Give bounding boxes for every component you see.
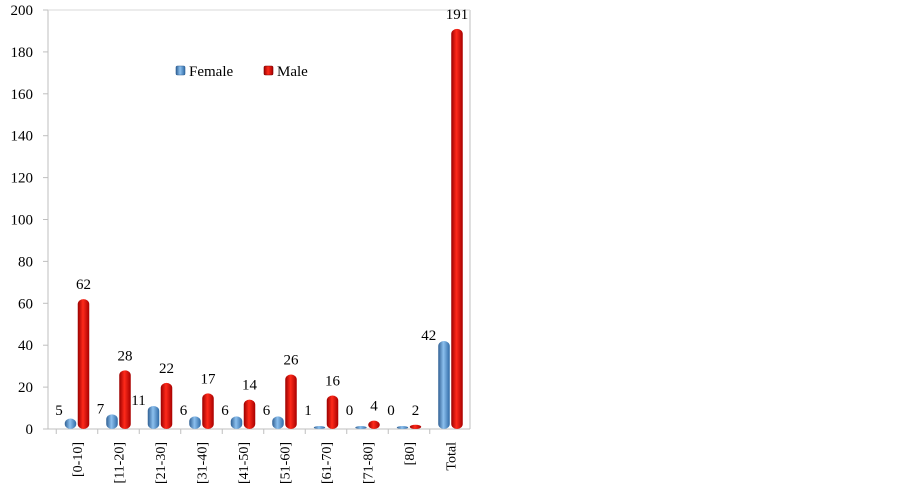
y-tick-label: 100 — [11, 213, 34, 229]
bar-female — [106, 414, 118, 429]
data-label-male: 17 — [201, 371, 217, 387]
bar-male — [409, 424, 422, 429]
bar-male — [160, 382, 173, 429]
y-tick-label: 60 — [18, 296, 33, 312]
data-label-female: 42 — [421, 328, 436, 344]
data-label-female: 6 — [221, 403, 229, 419]
data-label-female: 6 — [180, 403, 188, 419]
bar-male — [243, 399, 256, 429]
bar-female — [272, 416, 284, 429]
x-tick-label: [0-10] — [71, 442, 86, 477]
bar-female — [438, 341, 450, 429]
bars — [64, 28, 463, 429]
data-label-female: 1 — [304, 403, 312, 419]
bar-female — [147, 405, 160, 429]
y-tick-label: 20 — [18, 380, 33, 396]
data-label-male: 26 — [284, 353, 300, 369]
bar-female — [355, 426, 367, 429]
data-label-male: 2 — [412, 403, 420, 419]
data-label-male: 28 — [118, 348, 133, 364]
y-tick-label: 180 — [11, 45, 34, 61]
data-label-female: 0 — [346, 403, 354, 419]
x-tick-label: [61-70] — [320, 442, 335, 484]
bar-male — [285, 374, 297, 429]
data-label-male: 62 — [76, 277, 91, 293]
x-tick-label: [21-30] — [154, 442, 169, 484]
bar-male — [326, 395, 339, 429]
bar-male — [202, 393, 214, 429]
bar-male — [368, 420, 380, 429]
data-label-female: 0 — [387, 403, 395, 419]
bar-male — [119, 370, 131, 429]
data-label-male: 4 — [370, 399, 378, 415]
data-label-male: 22 — [159, 361, 174, 377]
y-tick-label: 120 — [11, 171, 34, 187]
data-label-female: 5 — [55, 403, 63, 419]
data-label-female: 11 — [131, 393, 145, 409]
data-label-male: 191 — [446, 7, 469, 23]
bar-female — [189, 416, 201, 429]
bar-female — [313, 426, 326, 429]
data-label-female: 6 — [263, 403, 271, 419]
bar-male — [451, 28, 463, 429]
bar-female — [396, 426, 409, 429]
legend-label-female: Female — [189, 64, 233, 80]
y-tick-label: 40 — [18, 338, 33, 354]
x-tick-label: [80] — [403, 442, 418, 465]
x-tick-label: [71-80] — [362, 442, 377, 484]
x-tick-label: [41-50] — [237, 442, 252, 484]
x-tick-label: [31-40] — [196, 442, 211, 484]
y-tick-label: 80 — [18, 254, 33, 270]
bar-female — [64, 418, 77, 429]
bar-male — [77, 299, 90, 429]
x-tick-label: [11-20] — [113, 442, 128, 483]
legend: Female Male — [175, 64, 308, 80]
x-tick-label: Total — [445, 442, 460, 471]
y-tick-label: 140 — [11, 129, 34, 145]
data-label-male: 16 — [325, 373, 341, 389]
legend-swatch-male — [263, 65, 274, 76]
y-tick-label: 160 — [11, 87, 34, 103]
data-label-female: 7 — [97, 401, 105, 417]
y-tick-label: 0 — [26, 422, 34, 438]
data-label-male: 14 — [242, 378, 258, 394]
x-tick-label: [51-60] — [279, 442, 294, 484]
y-tick-label: 200 — [11, 3, 34, 19]
bar-female — [230, 416, 243, 429]
legend-swatch-female — [175, 65, 186, 76]
legend-label-male: Male — [277, 64, 308, 80]
